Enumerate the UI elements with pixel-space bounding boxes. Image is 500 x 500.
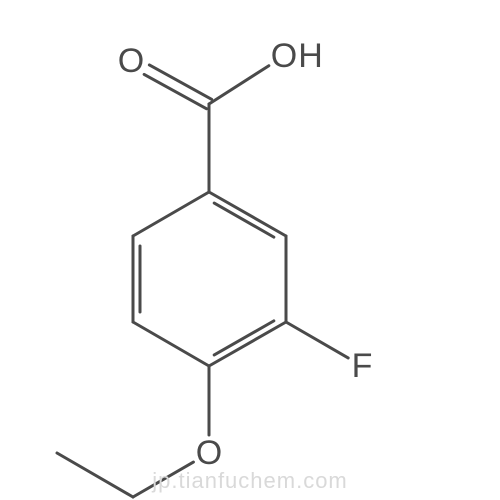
atom-label-oh: O (271, 37, 297, 75)
atom-label-f: F (352, 347, 373, 385)
atom-label-oh-h: H (298, 37, 323, 75)
watermark-text: jp.tianfuchem.com (152, 468, 348, 494)
atom-label-o_me: O (196, 434, 222, 472)
molecule-canvas: OOHFO (0, 0, 500, 500)
atom-label-o_dbl: O (118, 42, 144, 80)
